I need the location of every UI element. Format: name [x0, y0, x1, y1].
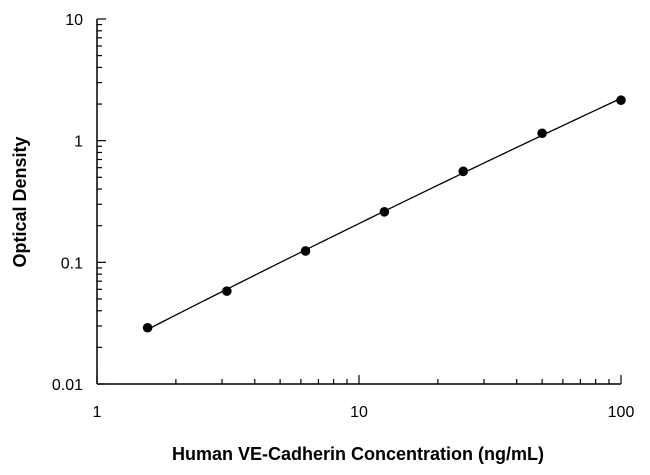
- data-point: [222, 286, 232, 296]
- data-point: [142, 322, 153, 333]
- data-point: [300, 246, 311, 256]
- y-tick-labels: 0.01 0.1 1 10: [52, 12, 83, 394]
- x-tick-label: 100: [608, 404, 635, 421]
- y-tick-label: 0.1: [61, 255, 83, 272]
- data-point: [537, 128, 547, 139]
- y-tick-label: 10: [65, 12, 83, 29]
- x-tick-label: 1: [93, 404, 102, 421]
- x-minor-ticks: [175, 379, 610, 384]
- x-tick-labels: 1 10 100: [93, 404, 635, 421]
- x-axis-title: Human VE-Cadherin Concentration (ng/mL): [172, 444, 544, 464]
- data-point: [379, 207, 390, 217]
- data-point: [458, 166, 469, 177]
- x-tick-label: 10: [350, 404, 368, 421]
- data-point: [616, 95, 626, 106]
- y-axis-title: Optical Density: [10, 136, 30, 267]
- data-points: [142, 95, 626, 333]
- y-major-ticks: [97, 18, 106, 385]
- y-tick-label: 1: [74, 134, 83, 151]
- y-tick-label: 0.01: [52, 377, 83, 394]
- y-minor-ticks: [97, 23, 102, 348]
